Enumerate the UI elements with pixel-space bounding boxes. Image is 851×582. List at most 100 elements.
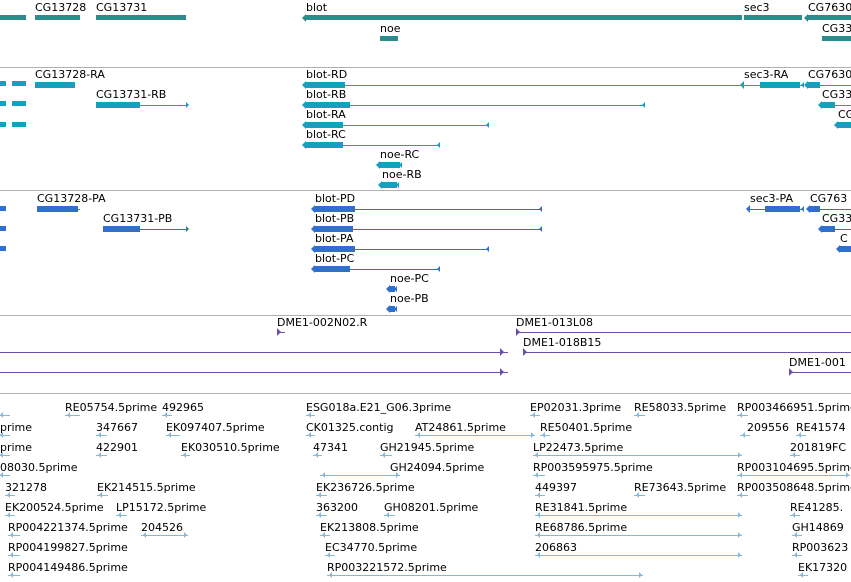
- est-line[interactable]: [740, 435, 750, 436]
- est-line[interactable]: [96, 455, 107, 456]
- est-line[interactable]: [535, 515, 742, 516]
- feature-label[interactable]: RP003104695.5prime: [737, 461, 851, 474]
- feature-label[interactable]: CG7630: [808, 68, 851, 81]
- feature-label[interactable]: RP003221572.5prime: [327, 561, 447, 574]
- feature-label[interactable]: RP004149486.5prime: [8, 561, 128, 574]
- est-line[interactable]: [0, 455, 10, 456]
- feature-label[interactable]: 201819FC: [790, 441, 846, 454]
- feature-label[interactable]: sec3-RA: [744, 68, 789, 81]
- est-line[interactable]: [5, 495, 15, 496]
- feature-label[interactable]: RP003508648.5prime: [737, 481, 851, 494]
- exon-block[interactable]: [808, 82, 820, 88]
- gene-bar[interactable]: [744, 15, 802, 20]
- feature-label[interactable]: noe: [380, 22, 401, 35]
- exon-block[interactable]: [382, 182, 397, 188]
- feature-label[interactable]: RE73643.5prime: [634, 481, 727, 494]
- feature-label[interactable]: 363200: [316, 501, 358, 514]
- bac-line[interactable]: [516, 332, 851, 333]
- est-line[interactable]: [327, 575, 643, 576]
- est-line[interactable]: [540, 435, 550, 436]
- feature-label[interactable]: CG: [838, 108, 851, 121]
- est-line[interactable]: [790, 455, 800, 456]
- feature-label[interactable]: CG33: [822, 88, 851, 101]
- exon-block[interactable]: [810, 206, 820, 212]
- feature-label[interactable]: RE41285.: [790, 501, 844, 514]
- est-line[interactable]: [535, 555, 742, 556]
- bac-line[interactable]: [523, 352, 851, 353]
- exon-block[interactable]: [103, 226, 140, 232]
- est-line[interactable]: [316, 495, 327, 496]
- feature-label[interactable]: EK17320: [798, 561, 848, 574]
- feature-label[interactable]: 209556: [747, 421, 789, 434]
- feature-label[interactable]: RP003595975.5prime: [533, 461, 653, 474]
- feature-label[interactable]: CG13731-RB: [96, 88, 167, 101]
- est-line[interactable]: [97, 495, 108, 496]
- feature-label[interactable]: blot-RC: [306, 128, 346, 141]
- feature-label[interactable]: EK200524.5prime: [5, 501, 104, 514]
- est-line[interactable]: [796, 435, 806, 436]
- feature-label[interactable]: blot-PA: [315, 232, 354, 245]
- feature-label[interactable]: sec3: [744, 1, 770, 14]
- exon-block[interactable]: [380, 162, 400, 168]
- est-line[interactable]: [634, 495, 645, 496]
- exon-block[interactable]: [822, 102, 835, 108]
- est-line[interactable]: [533, 455, 742, 456]
- exon-block[interactable]: [760, 82, 800, 88]
- exon-block[interactable]: [390, 306, 395, 312]
- feature-label[interactable]: CG33: [822, 22, 851, 35]
- feature-label[interactable]: CG763: [810, 192, 848, 205]
- exon-block[interactable]: [315, 206, 355, 212]
- feature-label[interactable]: prime: [0, 421, 33, 434]
- gene-bar[interactable]: [306, 15, 742, 20]
- feature-label[interactable]: CG7630: [808, 1, 851, 14]
- exon-block[interactable]: [765, 206, 800, 212]
- feature-label[interactable]: RP004221374.5prime: [8, 521, 128, 534]
- feature-label[interactable]: CG13728-PA: [37, 192, 106, 205]
- feature-label[interactable]: prime: [0, 441, 33, 454]
- est-line[interactable]: [535, 535, 742, 536]
- exon-block[interactable]: [315, 246, 355, 252]
- gene-bar[interactable]: [380, 36, 398, 41]
- feature-label[interactable]: CK01325.contig: [306, 421, 394, 434]
- feature-label[interactable]: RE31841.5prime: [535, 501, 628, 514]
- est-line[interactable]: [415, 435, 535, 436]
- est-line[interactable]: [320, 535, 330, 536]
- feature-label[interactable]: EK097407.5prime: [166, 421, 265, 434]
- est-line[interactable]: [737, 495, 748, 496]
- est-line[interactable]: [798, 575, 808, 576]
- feature-label[interactable]: sec3-PA: [750, 192, 793, 205]
- est-line[interactable]: [384, 515, 395, 516]
- feature-label[interactable]: EK236726.5prime: [316, 481, 415, 494]
- est-line[interactable]: [0, 435, 10, 436]
- bac-line[interactable]: [789, 372, 851, 373]
- est-line[interactable]: [116, 515, 127, 516]
- feature-label[interactable]: DME1-001: [789, 356, 846, 369]
- feature-label[interactable]: DME1-002N02.R: [277, 316, 368, 329]
- est-line[interactable]: [8, 535, 20, 536]
- est-line[interactable]: [634, 415, 645, 416]
- gene-bar[interactable]: [35, 15, 80, 20]
- feature-label[interactable]: RE41574: [796, 421, 846, 434]
- feature-label[interactable]: blot: [306, 1, 328, 14]
- feature-label[interactable]: AT24861.5prime: [415, 421, 506, 434]
- feature-label[interactable]: 08030.5prime: [0, 461, 78, 474]
- feature-label[interactable]: EK213808.5prime: [320, 521, 419, 534]
- gene-bar[interactable]: [96, 15, 186, 20]
- feature-label[interactable]: 47341: [313, 441, 348, 454]
- feature-label[interactable]: 449397: [535, 481, 577, 494]
- est-line[interactable]: [8, 555, 20, 556]
- feature-label[interactable]: C: [840, 232, 848, 245]
- feature-label[interactable]: GH08201.5prime: [384, 501, 479, 514]
- exon-block[interactable]: [840, 246, 851, 252]
- feature-label[interactable]: DME1-013L08: [516, 316, 593, 329]
- feature-label[interactable]: blot-PD: [315, 192, 356, 205]
- feature-label[interactable]: GH21945.5prime: [380, 441, 475, 454]
- exon-block[interactable]: [315, 266, 350, 272]
- feature-label[interactable]: GH14869: [792, 521, 844, 534]
- feature-label[interactable]: DME1-018B15: [523, 336, 602, 349]
- exon-block[interactable]: [315, 226, 353, 232]
- feature-label[interactable]: RE05754.5prime: [65, 401, 158, 414]
- est-line[interactable]: [5, 515, 15, 516]
- est-line[interactable]: [533, 475, 545, 476]
- bac-line[interactable]: [0, 352, 508, 353]
